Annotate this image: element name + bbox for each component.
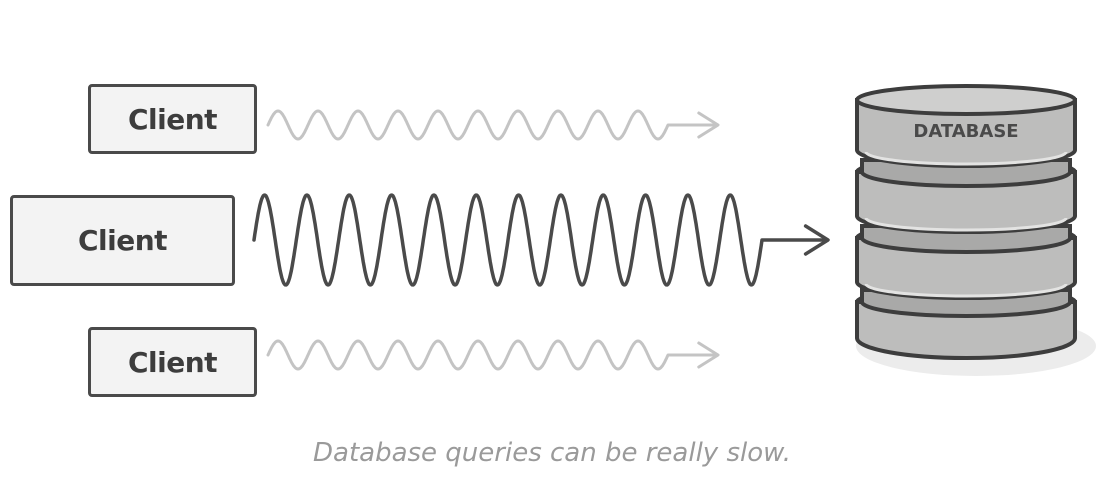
client-box-middle: Client [10,195,235,286]
arrowhead-icon [803,224,830,256]
arrowhead-icon [697,341,720,369]
request-wave-bottom [266,339,718,371]
request-wave-top [266,109,718,141]
arrowhead-icon [697,111,720,139]
request-wave-middle [252,193,828,287]
client-label: Client [77,224,168,257]
client-label: Client [127,345,218,379]
client-label: Client [127,102,218,136]
client-box-top: Client [88,84,257,154]
database-label: DATABASE [913,121,1018,142]
request-waves [252,109,830,371]
client-box-bottom: Client [88,327,257,397]
caption: Database queries can be really slow. [312,438,792,468]
database-icon: DATABASE [855,84,1096,376]
